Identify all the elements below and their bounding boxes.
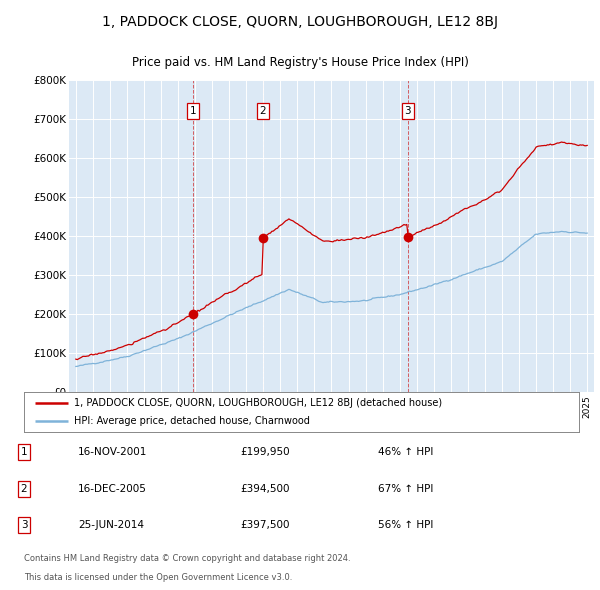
Text: 46% ↑ HPI: 46% ↑ HPI [378,447,433,457]
Text: £199,950: £199,950 [240,447,290,457]
Text: £394,500: £394,500 [240,484,290,494]
Text: 2: 2 [259,106,266,116]
Text: 2: 2 [20,484,28,494]
Text: This data is licensed under the Open Government Licence v3.0.: This data is licensed under the Open Gov… [24,573,292,582]
Text: £397,500: £397,500 [240,520,290,530]
Text: 3: 3 [20,520,28,530]
Text: HPI: Average price, detached house, Charnwood: HPI: Average price, detached house, Char… [74,416,310,426]
Text: 1, PADDOCK CLOSE, QUORN, LOUGHBOROUGH, LE12 8BJ (detached house): 1, PADDOCK CLOSE, QUORN, LOUGHBOROUGH, L… [74,398,442,408]
Text: 1: 1 [190,106,196,116]
Text: Price paid vs. HM Land Registry's House Price Index (HPI): Price paid vs. HM Land Registry's House … [131,55,469,68]
Text: 16-NOV-2001: 16-NOV-2001 [78,447,148,457]
Text: Contains HM Land Registry data © Crown copyright and database right 2024.: Contains HM Land Registry data © Crown c… [24,553,350,563]
Text: 1, PADDOCK CLOSE, QUORN, LOUGHBOROUGH, LE12 8BJ: 1, PADDOCK CLOSE, QUORN, LOUGHBOROUGH, L… [102,15,498,30]
Text: 3: 3 [404,106,411,116]
Text: 1: 1 [20,447,28,457]
Text: 56% ↑ HPI: 56% ↑ HPI [378,520,433,530]
Text: 16-DEC-2005: 16-DEC-2005 [78,484,147,494]
Text: 25-JUN-2014: 25-JUN-2014 [78,520,144,530]
Text: 67% ↑ HPI: 67% ↑ HPI [378,484,433,494]
